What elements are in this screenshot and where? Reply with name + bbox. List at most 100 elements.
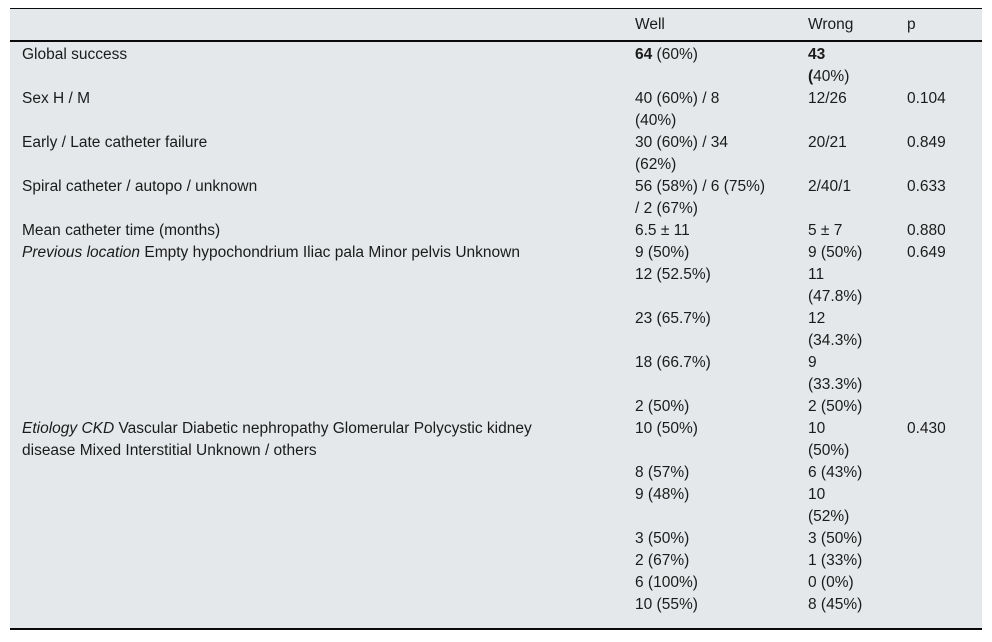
wrong-entry: 9 (33.3%)	[808, 352, 907, 396]
text-segment: (	[808, 68, 814, 85]
text-segment: 1 (33%)	[808, 552, 863, 569]
well-entry: 9 (50%)	[635, 242, 808, 264]
well-entry: 9 (48%)	[635, 484, 808, 528]
table-row-early-late-catheter-failure: Early / Late catheter failure 30 (60%) / …	[10, 132, 982, 176]
text-segment: 11	[808, 266, 825, 283]
well-entry: 2 (67%)	[635, 550, 808, 572]
wrong-entry: 11 (47.8%)	[808, 264, 907, 308]
well-value-line: 12 (52.5%)	[635, 264, 808, 286]
text-segment: 12 (52.5%)	[635, 266, 711, 283]
row-label-cell: Global success	[10, 44, 635, 66]
well-value-line: 2 (67%)	[635, 550, 808, 572]
table-row-mean-catheter-time: Mean catheter time (months) 6.5 ± 11 5 ± 7…	[10, 220, 982, 242]
text-segment: 5 ± 7	[808, 222, 843, 239]
wrong-value-line: 10	[808, 418, 907, 440]
row-label-cell: Etiology CKD Vascular Diabetic nephropat…	[10, 418, 635, 462]
p-value-line: 0.880	[907, 220, 982, 242]
row-label-line: Spiral catheter / autopo / unknown	[22, 176, 625, 198]
text-segment: disease Mixed Interstitial Unknown / oth…	[22, 442, 317, 459]
text-segment: (34.3%)	[808, 332, 863, 349]
p-value-cell: 0.430	[907, 418, 982, 440]
wrong-entry: 2 (50%)	[808, 396, 907, 418]
text-segment: 9 (50%)	[808, 244, 863, 261]
well-entry: 6.5 ± 11	[635, 220, 808, 242]
text-segment: 2 (50%)	[635, 398, 690, 415]
well-entry: 2 (50%)	[635, 396, 808, 418]
well-value-line: 18 (66.7%)	[635, 352, 808, 374]
text-segment: 23 (65.7%)	[635, 310, 711, 327]
text-segment: 20/21	[808, 134, 847, 151]
well-entry: 10 (50%)	[635, 418, 808, 462]
wrong-entry: 6 (43%)	[808, 462, 907, 484]
results-table: Well Wrong p Global success 64 (60%) 43 (40…	[10, 8, 982, 630]
wrong-value-line: 2/40/1	[808, 176, 907, 198]
row-label-cell: Spiral catheter / autopo / unknown	[10, 176, 635, 198]
table-header-row: Well Wrong p	[10, 9, 982, 42]
text-segment: 2/40/1	[808, 178, 852, 195]
wrong-entry: 5 ± 7	[808, 220, 907, 242]
wrong-value-line: 5 ± 7	[808, 220, 907, 242]
wrong-value-line: 11	[808, 264, 907, 286]
row-label-cell: Early / Late catheter failure	[10, 132, 635, 154]
row-label-line: disease Mixed Interstitial Unknown / oth…	[22, 440, 625, 462]
well-value-line: 30 (60%) / 34	[635, 132, 808, 154]
p-value-line: 0.633	[907, 176, 982, 198]
well-value-line: (40%)	[635, 110, 808, 132]
column-header-p: p	[907, 16, 916, 33]
well-entry: 6 (100%)	[635, 572, 808, 594]
row-label-cell: Mean catheter time (months)	[10, 220, 635, 242]
wrong-value-line: 12	[808, 308, 907, 330]
text-segment: 3 (50%)	[635, 530, 690, 547]
wrong-cell: 5 ± 7	[808, 220, 907, 242]
wrong-entry: 0 (0%)	[808, 572, 907, 594]
text-segment: 0.849	[907, 134, 946, 151]
wrong-value-line: (50%)	[808, 440, 907, 462]
wrong-entry: 1 (33%)	[808, 550, 907, 572]
row-label-cell: Sex H / M	[10, 88, 635, 110]
text-segment: (40%)	[635, 112, 677, 129]
row-label-line: Previous location Empty hypochondrium Il…	[22, 242, 625, 264]
well-cell: 40 (60%) / 8 (40%)	[635, 88, 808, 132]
well-value-line: (62%)	[635, 154, 808, 176]
wrong-value-line: 9 (50%)	[808, 242, 907, 264]
text-segment: 30 (60%) / 34	[635, 134, 729, 151]
wrong-value-line: 3 (50%)	[808, 528, 907, 550]
row-label-line: Sex H / M	[22, 88, 625, 110]
text-segment: 0.649	[907, 244, 946, 261]
wrong-value-line: 43	[808, 44, 907, 66]
text-segment: Sex H / M	[22, 90, 91, 107]
well-value-line: 2 (50%)	[635, 396, 808, 418]
table-row-global-success: Global success 64 (60%) 43 (40%)	[10, 44, 982, 88]
well-entry: 40 (60%) / 8 (40%)	[635, 88, 808, 132]
text-segment: 12	[808, 310, 826, 327]
text-segment: 9 (50%)	[635, 244, 690, 261]
wrong-entry: 12 (34.3%)	[808, 308, 907, 352]
text-segment: Previous location	[22, 244, 141, 261]
text-segment: Empty hypochondrium Iliac pala Minor pel…	[140, 244, 520, 261]
text-segment: 0 (0%)	[808, 574, 854, 591]
text-segment: 0.430	[907, 420, 946, 437]
well-value-line: 10 (50%)	[635, 418, 808, 440]
text-segment: 56 (58%) / 6 (75%)	[635, 178, 766, 195]
p-value-line: 0.849	[907, 132, 982, 154]
p-value-cell: 0.104	[907, 88, 982, 110]
text-segment: 18 (66.7%)	[635, 354, 711, 371]
text-segment: 8 (45%)	[808, 596, 863, 613]
well-value-line: 9 (48%)	[635, 484, 808, 506]
well-value-line: 40 (60%) / 8	[635, 88, 808, 110]
text-segment: / 2 (67%)	[635, 200, 698, 217]
wrong-entry: 20/21	[808, 132, 907, 176]
wrong-entry: 43 (40%)	[808, 44, 907, 88]
text-segment: 10	[808, 420, 826, 437]
text-segment: Spiral catheter / autopo / unknown	[22, 178, 258, 195]
well-value-line: 3 (50%)	[635, 528, 808, 550]
text-segment: 8 (57%)	[635, 464, 690, 481]
well-cell: 64 (60%)	[635, 44, 808, 88]
well-entry: 56 (58%) / 6 (75%) / 2 (67%)	[635, 176, 808, 220]
wrong-value-line: 2 (50%)	[808, 396, 907, 418]
text-segment: 10	[808, 486, 826, 503]
wrong-value-line: 8 (45%)	[808, 594, 907, 616]
row-label-line: Early / Late catheter failure	[22, 132, 625, 154]
p-value-cell: 0.880	[907, 220, 982, 242]
